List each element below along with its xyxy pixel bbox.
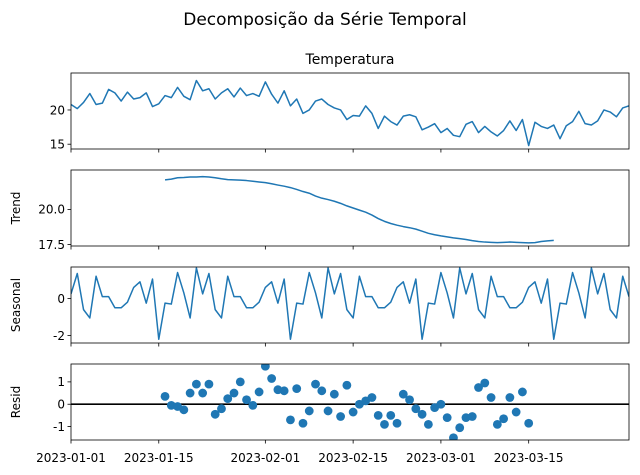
resid-point-46 <box>449 433 458 440</box>
axes-frame-observed <box>70 72 630 150</box>
resid-point-53 <box>492 419 502 429</box>
resid-point-41 <box>417 409 427 419</box>
panel-content-observed <box>71 79 629 147</box>
resid-point-7 <box>204 379 214 389</box>
resid-point-6 <box>198 388 208 398</box>
axes-frame-resid <box>70 363 630 441</box>
resid-point-5 <box>191 379 201 389</box>
resid-point-0 <box>160 392 170 401</box>
panel-title-observed: Temperatura <box>305 52 395 68</box>
resid-point-24 <box>311 379 320 389</box>
resid-point-27 <box>329 389 339 399</box>
resid-point-55 <box>505 393 515 402</box>
resid-point-40 <box>411 404 421 414</box>
resid-point-56 <box>511 407 521 417</box>
ytick-label-trend-1: 20.0 <box>38 203 65 217</box>
trend-line <box>164 175 554 244</box>
panels-group: 1520Temperatura17.520.0Trend-20Seasonal-… <box>9 52 630 465</box>
ytick-label-resid-2: 1 <box>57 375 65 389</box>
resid-point-38 <box>398 389 408 399</box>
figure-suptitle: Decomposição da Série Temporal <box>183 10 466 30</box>
resid-point-9 <box>217 404 226 414</box>
xtick-label-2: 2023-02-01 <box>230 451 300 465</box>
resid-point-58 <box>524 418 534 428</box>
panel-content-trend <box>164 175 554 244</box>
resid-point-8 <box>210 409 220 419</box>
ytick-label-resid-1: 0 <box>57 398 65 412</box>
xtick-label-3: 2023-02-15 <box>318 451 388 465</box>
resid-point-30 <box>348 407 358 417</box>
resid-point-15 <box>254 387 264 397</box>
ylabel-seasonal: Seasonal <box>9 278 23 332</box>
resid-point-3 <box>179 405 189 415</box>
ytick-label-observed-0: 15 <box>50 138 65 152</box>
resid-point-13 <box>242 395 251 405</box>
resid-point-42 <box>423 419 433 429</box>
panel-content-resid <box>71 364 629 440</box>
resid-point-54 <box>499 414 509 424</box>
xtick-label-1: 2023-01-15 <box>124 451 194 465</box>
resid-point-12 <box>235 377 245 387</box>
xtick-label-4: 2023-03-01 <box>406 451 476 465</box>
xtick-label-0: 2023-01-01 <box>36 451 106 465</box>
resid-point-10 <box>223 394 233 404</box>
resid-point-29 <box>342 380 352 390</box>
resid-point-33 <box>367 393 377 402</box>
ytick-label-seasonal-0: -2 <box>53 329 65 343</box>
resid-point-39 <box>405 395 414 405</box>
resid-point-23 <box>304 406 314 416</box>
resid-point-34 <box>373 411 383 420</box>
axes-frame-trend <box>70 169 630 247</box>
resid-point-16 <box>260 364 270 371</box>
resid-point-57 <box>518 387 527 397</box>
resid-point-17 <box>267 374 277 383</box>
resid-point-52 <box>486 393 496 402</box>
panel-content-seasonal <box>71 267 629 341</box>
ytick-label-resid-0: -1 <box>53 420 65 434</box>
resid-point-21 <box>292 384 302 393</box>
resid-point-49 <box>467 412 477 421</box>
ytick-label-trend-0: 17.5 <box>38 238 65 252</box>
resid-point-20 <box>286 415 295 425</box>
resid-point-26 <box>323 406 333 416</box>
axes-frame-seasonal <box>70 266 630 344</box>
resid-point-45 <box>442 413 452 423</box>
resid-point-28 <box>336 412 345 421</box>
ytick-label-observed-1: 20 <box>50 103 65 117</box>
resid-point-44 <box>436 399 446 409</box>
ytick-label-seasonal-1: 0 <box>57 292 65 306</box>
resid-point-37 <box>392 418 402 428</box>
observed-line <box>71 79 629 147</box>
resid-point-36 <box>386 411 396 420</box>
resid-point-14 <box>248 400 258 410</box>
resid-point-51 <box>480 378 490 388</box>
xtick-label-5: 2023-03-15 <box>494 451 564 465</box>
seasonal-line <box>71 267 629 341</box>
panel-seasonal: -2 0 Seasonal <box>9 266 630 347</box>
resid-point-19 <box>279 386 289 396</box>
ylabel-resid: Resid <box>9 386 23 418</box>
resid-point-11 <box>229 388 239 398</box>
panel-trend: 17.5 20.0 Trend <box>9 169 630 252</box>
resid-point-25 <box>317 386 327 396</box>
resid-point-22 <box>298 418 308 428</box>
panel-observed: 15 20 Temperatura <box>50 52 630 153</box>
resid-point-35 <box>380 419 389 429</box>
resid-point-4 <box>185 388 195 398</box>
resid-point-50 <box>474 383 483 392</box>
resid-point-47 <box>455 423 465 433</box>
panel-resid: -1 0 1 2023-01-01 2023-01-15 2023-02-01 2023-0… <box>9 363 630 465</box>
ylabel-trend: Trend <box>9 192 23 226</box>
